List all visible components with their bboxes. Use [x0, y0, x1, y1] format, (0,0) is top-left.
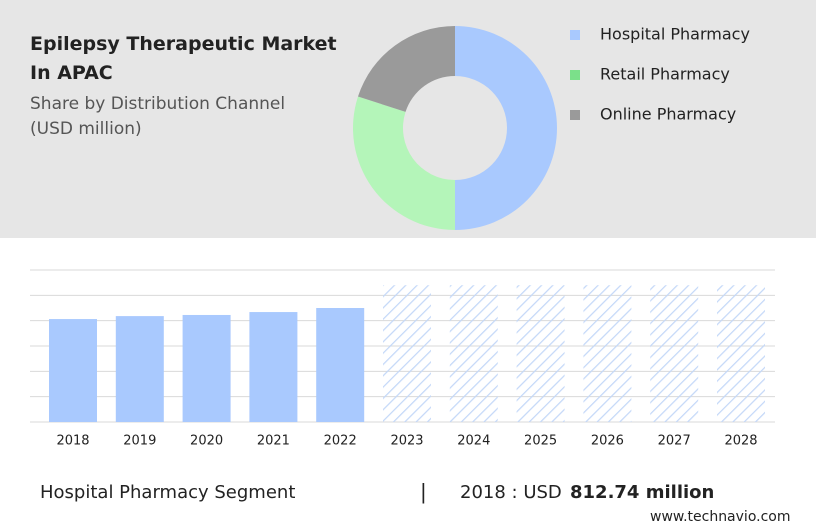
- legend-swatch: [570, 70, 580, 80]
- x-tick-label: 2026: [591, 434, 624, 449]
- source: www.technavio.com: [650, 509, 791, 525]
- subtitle: Share by Distribution Channel (USD milli…: [30, 94, 286, 139]
- footer-segment: Hospital Pharmacy Segment: [40, 482, 295, 503]
- bar: [316, 308, 365, 422]
- legend-label: Retail Pharmacy: [600, 65, 730, 84]
- x-tick-label: 2021: [257, 434, 290, 449]
- bar: [449, 285, 498, 422]
- x-tick-label: 2019: [123, 434, 156, 449]
- bar: [717, 285, 765, 422]
- bar: [383, 285, 431, 422]
- bar: [249, 312, 298, 422]
- bar: [115, 316, 164, 422]
- legend-label: Online Pharmacy: [600, 105, 736, 124]
- legend-swatch: [570, 30, 580, 40]
- bar: [49, 319, 97, 422]
- bar: [516, 285, 565, 422]
- bar: [583, 285, 632, 422]
- x-tick-label: 2027: [658, 434, 691, 449]
- separator: |: [420, 480, 427, 504]
- title: Epilepsy Therapeutic Market In APAC: [30, 33, 337, 84]
- donut-slice: [455, 26, 557, 230]
- bar: [650, 285, 699, 422]
- legend-swatch: [570, 110, 580, 120]
- bar: [182, 314, 231, 422]
- x-tick-label: 2023: [390, 434, 423, 449]
- x-tick-label: 2025: [524, 434, 557, 449]
- footer-label: 2018 : USD: [460, 482, 562, 503]
- footer-value: 812.74 million: [570, 482, 714, 503]
- legend-label: Hospital Pharmacy: [600, 25, 750, 44]
- donut-slice: [353, 96, 455, 230]
- x-tick-label: 2022: [324, 434, 357, 449]
- x-tick-label: 2018: [56, 434, 89, 449]
- x-tick-label: 2028: [724, 434, 757, 449]
- x-tick-label: 2024: [457, 434, 490, 449]
- x-tick-label: 2020: [190, 434, 223, 449]
- donut-slice: [357, 26, 455, 112]
